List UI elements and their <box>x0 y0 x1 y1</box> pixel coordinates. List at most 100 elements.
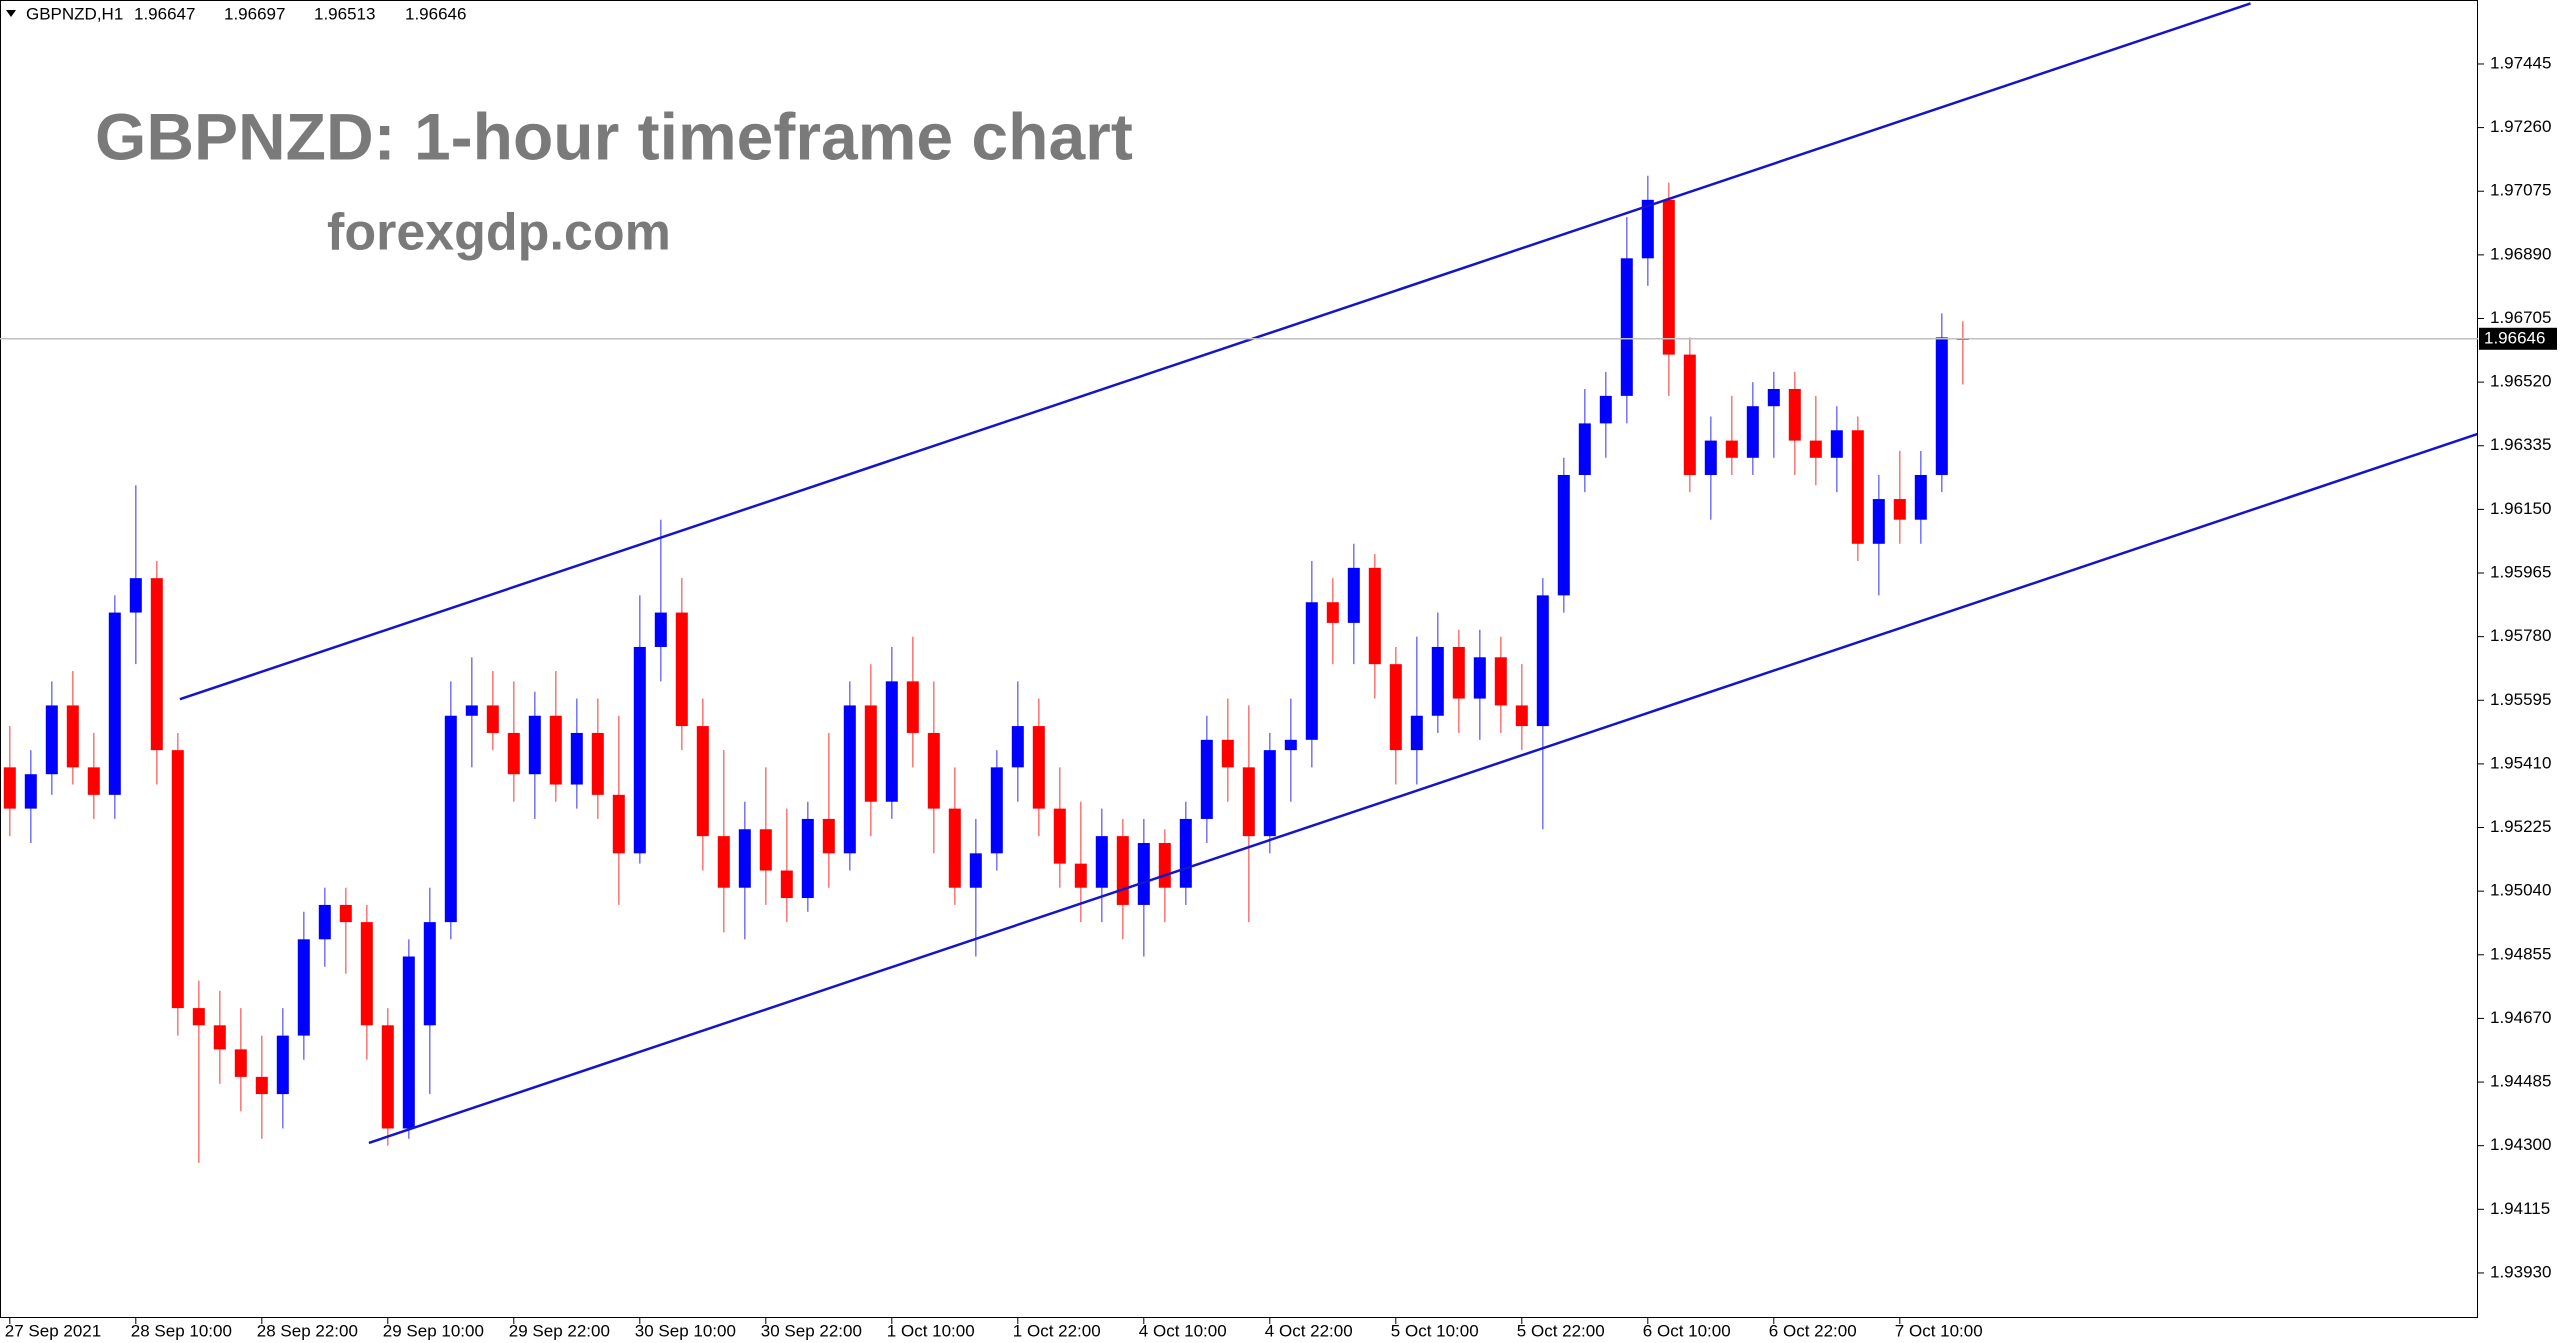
candle-body <box>1557 474 1570 596</box>
candle-body <box>1389 664 1402 751</box>
y-tick-label: 1.94300 <box>2490 1135 2551 1154</box>
candle-body <box>1746 406 1759 458</box>
candle-body <box>234 1049 247 1077</box>
trend-line <box>368 432 2478 1145</box>
candle-body <box>1494 657 1507 706</box>
candle-body <box>1221 739 1234 768</box>
candle-body <box>612 794 625 854</box>
candle-body <box>864 705 877 802</box>
y-tick-label: 1.96150 <box>2490 499 2551 518</box>
y-tick-label: 1.94115 <box>2490 1199 2550 1218</box>
x-tick-label: 5 Oct 22:00 <box>1517 1321 1605 1340</box>
candle-body <box>150 578 163 751</box>
candle-body <box>675 612 688 727</box>
candle-body <box>801 818 814 899</box>
candle-body <box>108 612 121 795</box>
x-tick-label: 4 Oct 10:00 <box>1139 1321 1227 1340</box>
x-tick-label: 29 Sep 10:00 <box>383 1321 484 1340</box>
x-tick-label: 30 Sep 22:00 <box>761 1321 862 1340</box>
candle-body <box>1578 423 1591 475</box>
candle-body <box>381 1025 394 1129</box>
candle-body <box>1368 567 1381 665</box>
x-tick-label: 28 Sep 22:00 <box>257 1321 358 1340</box>
candle-body <box>171 750 184 1009</box>
candle-body <box>1410 715 1423 751</box>
candle-body <box>927 732 940 809</box>
candle-body <box>885 681 898 802</box>
price-label: 1.96646 <box>2484 328 2545 347</box>
candle-body <box>318 904 331 940</box>
candle-body <box>696 726 709 837</box>
ohlc-high: 1.96697 <box>224 4 285 23</box>
candle-body <box>1032 726 1045 809</box>
candle-body <box>1725 440 1738 458</box>
candle-body <box>1200 739 1213 819</box>
x-tick-label: 27 Sep 2021 <box>5 1321 101 1340</box>
trend-line <box>179 2 2251 701</box>
candle-body <box>1851 430 1864 544</box>
price-label-box <box>2479 327 2557 350</box>
y-tick-label: 1.95965 <box>2490 562 2551 581</box>
y-tick-label: 1.95040 <box>2490 881 2551 900</box>
candle-body <box>906 681 919 733</box>
candle-body <box>591 732 604 795</box>
candle-body <box>759 829 772 871</box>
candle-body <box>528 715 541 775</box>
x-tick-label: 6 Oct 10:00 <box>1643 1321 1731 1340</box>
x-tick-label: 6 Oct 22:00 <box>1769 1321 1857 1340</box>
candle-body <box>1473 657 1486 699</box>
candle-body <box>843 705 856 854</box>
candle-body <box>1704 440 1717 475</box>
candle-body <box>297 939 310 1036</box>
candle-body <box>1347 567 1360 623</box>
candle-body <box>1242 767 1255 837</box>
candle-body <box>990 767 1003 854</box>
x-tick-label: 28 Sep 10:00 <box>131 1321 232 1340</box>
candle-body <box>1599 395 1612 424</box>
candle-body <box>1158 843 1171 888</box>
plot-frame <box>0 0 2478 1318</box>
candle-body <box>1452 646 1465 699</box>
candle-body <box>1683 354 1696 475</box>
y-tick-label: 1.94855 <box>2490 944 2551 963</box>
menu-arrow <box>6 10 16 17</box>
candle-body <box>1137 843 1150 905</box>
candle-body <box>948 808 961 888</box>
candle-body <box>1536 595 1549 727</box>
x-tick-label: 1 Oct 22:00 <box>1013 1321 1101 1340</box>
candle-body <box>1914 474 1927 520</box>
candle-body <box>129 578 142 613</box>
candle-body <box>1305 602 1318 740</box>
candle-body <box>570 732 583 785</box>
x-tick-label: 30 Sep 10:00 <box>635 1321 736 1340</box>
ohlc-open: 1.96647 <box>134 4 195 23</box>
candle-body <box>1620 258 1633 396</box>
candle-body <box>255 1076 268 1095</box>
candle-body <box>423 922 436 1026</box>
candle-body <box>717 836 730 888</box>
candle-body <box>780 870 793 899</box>
candle-body <box>465 705 478 716</box>
y-tick-label: 1.95780 <box>2490 626 2551 645</box>
candle-body <box>1788 389 1801 441</box>
candle-body <box>1872 499 1885 544</box>
candle-body <box>486 705 499 733</box>
candle-body <box>1326 602 1339 623</box>
chart-subtitle: forexgdp.com <box>327 204 671 262</box>
plot-area <box>0 2 2478 1163</box>
candle-body <box>87 767 100 795</box>
candle-body <box>1116 836 1129 905</box>
candle-body <box>1515 705 1528 727</box>
x-tick-label: 4 Oct 22:00 <box>1265 1321 1353 1340</box>
x-tick-label: 1 Oct 10:00 <box>887 1321 975 1340</box>
ohlc-close: 1.96646 <box>405 4 466 23</box>
candle-body <box>3 767 16 809</box>
candle-body <box>276 1035 289 1095</box>
y-tick-label: 1.93930 <box>2490 1262 2551 1281</box>
candle-body <box>1179 818 1192 888</box>
ohlc-low: 1.96513 <box>314 4 375 23</box>
chart-title: GBPNZD: 1-hour timeframe chart <box>95 99 1133 173</box>
y-tick-label: 1.96520 <box>2490 372 2551 391</box>
candle-body <box>1662 199 1675 355</box>
